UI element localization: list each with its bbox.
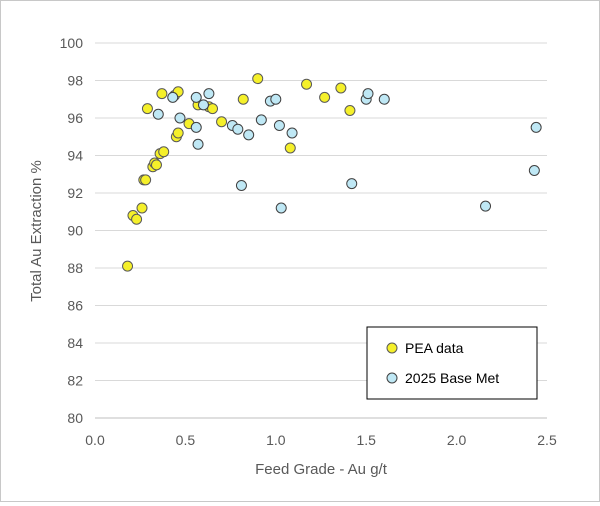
- pea-data-point: [237, 93, 249, 105]
- x-tick-label: 2.0: [447, 432, 467, 448]
- base-met-data-point: [174, 112, 186, 124]
- pea-data-point: [158, 146, 170, 158]
- legend-label-base-met: 2025 Base Met: [405, 370, 499, 386]
- pea-data-point: [207, 103, 219, 115]
- base-met-data-point: [197, 99, 209, 111]
- y-tick-label: 90: [67, 223, 83, 239]
- x-tick-label: 1.5: [356, 432, 376, 448]
- base-met-data-point: [192, 138, 204, 150]
- x-tick-label: 2.5: [537, 432, 557, 448]
- y-axis-title: Total Au Extraction %: [28, 160, 45, 302]
- y-tick-label: 80: [67, 410, 83, 426]
- series-1: [152, 88, 542, 214]
- base-met-data-point: [362, 88, 374, 100]
- legend-box: [366, 326, 538, 400]
- legend-marker-pea: [386, 342, 398, 354]
- base-met-data-point: [286, 127, 298, 139]
- x-tick-labels: 0.0 0.5 1.0 1.5 2.0 2.5: [85, 432, 557, 448]
- y-tick-label: 82: [67, 373, 83, 389]
- base-met-data-point: [530, 121, 542, 133]
- y-tick-label: 100: [60, 35, 84, 51]
- series-0: [122, 73, 356, 272]
- y-tick-label: 88: [67, 260, 83, 276]
- base-met-data-point: [203, 88, 215, 100]
- pea-data-point: [122, 260, 134, 272]
- pea-data-point: [252, 73, 264, 85]
- x-tick-label: 0.5: [176, 432, 196, 448]
- data-points: [122, 73, 542, 272]
- pea-data-point: [344, 105, 356, 116]
- base-met-data-point: [378, 93, 390, 105]
- pea-data-point: [172, 127, 184, 139]
- pea-data-point: [140, 174, 152, 186]
- y-tick-label: 94: [67, 148, 83, 164]
- base-met-data-point: [273, 120, 285, 131]
- x-tick-label: 0.0: [85, 432, 105, 448]
- y-tick-label: 92: [67, 185, 83, 201]
- legend: PEA data 2025 Base Met: [366, 326, 538, 400]
- base-met-data-point: [152, 108, 164, 120]
- base-met-data-point: [243, 129, 255, 141]
- legend-marker-base-met: [386, 372, 398, 384]
- y-tick-label: 96: [67, 110, 83, 126]
- y-tick-labels: 80 82 84 86 88 90 92 94 96 98 100: [60, 35, 84, 426]
- pea-data-point: [319, 91, 331, 103]
- pea-data-point: [141, 103, 153, 115]
- pea-data-point: [335, 82, 347, 94]
- y-tick-label: 84: [67, 335, 83, 351]
- base-met-data-point: [275, 202, 287, 214]
- base-met-data-point: [190, 91, 202, 103]
- x-axis-title: Feed Grade - Au g/t: [255, 461, 388, 478]
- gridlines: [95, 42, 547, 381]
- pea-data-point: [301, 78, 313, 90]
- base-met-data-point: [235, 180, 247, 191]
- base-met-data-point: [480, 200, 492, 212]
- y-tick-label: 86: [67, 298, 83, 314]
- pea-data-point: [216, 116, 228, 128]
- base-met-data-point: [346, 178, 358, 190]
- pea-data-point: [284, 142, 296, 154]
- base-met-data-point: [232, 123, 244, 135]
- pea-data-point: [136, 202, 148, 214]
- base-met-data-point: [190, 121, 202, 133]
- pea-data-point: [131, 213, 143, 225]
- base-met-data-point: [270, 93, 282, 105]
- base-met-data-point: [528, 165, 540, 176]
- pea-data-point: [150, 159, 162, 171]
- base-met-data-point: [255, 114, 267, 126]
- y-tick-label: 98: [67, 73, 83, 89]
- pea-data-point: [156, 88, 168, 100]
- x-tick-label: 1.0: [266, 432, 286, 448]
- legend-label-pea: PEA data: [405, 340, 464, 356]
- base-met-data-point: [167, 91, 179, 103]
